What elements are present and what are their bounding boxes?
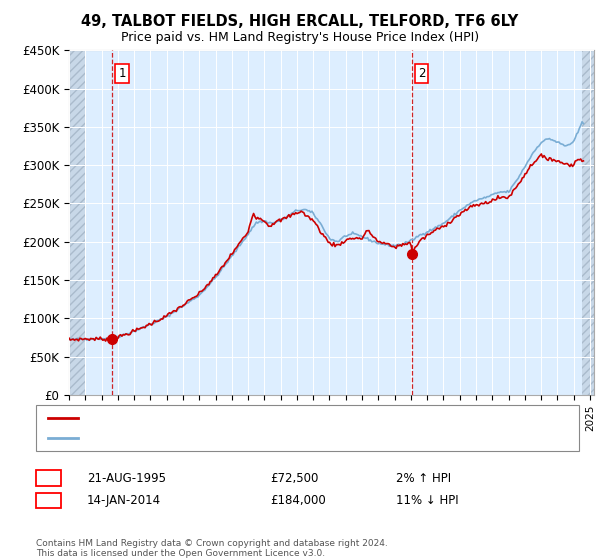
Text: 2% ↑ HPI: 2% ↑ HPI bbox=[396, 472, 451, 485]
Text: £184,000: £184,000 bbox=[270, 494, 326, 507]
Text: 14-JAN-2014: 14-JAN-2014 bbox=[87, 494, 161, 507]
Text: 11% ↓ HPI: 11% ↓ HPI bbox=[396, 494, 458, 507]
Text: 1: 1 bbox=[44, 472, 53, 485]
Text: 2: 2 bbox=[44, 494, 53, 507]
Text: 49, TALBOT FIELDS, HIGH ERCALL, TELFORD, TF6 6LY: 49, TALBOT FIELDS, HIGH ERCALL, TELFORD,… bbox=[82, 14, 518, 29]
Text: 49, TALBOT FIELDS, HIGH ERCALL, TELFORD, TF6 6LY (detached house): 49, TALBOT FIELDS, HIGH ERCALL, TELFORD,… bbox=[84, 413, 473, 423]
Text: £72,500: £72,500 bbox=[270, 472, 319, 485]
Text: HPI: Average price, detached house, Telford and Wrekin: HPI: Average price, detached house, Telf… bbox=[84, 433, 388, 444]
Text: 2: 2 bbox=[418, 67, 425, 80]
Text: Price paid vs. HM Land Registry's House Price Index (HPI): Price paid vs. HM Land Registry's House … bbox=[121, 31, 479, 44]
Text: Contains HM Land Registry data © Crown copyright and database right 2024.
This d: Contains HM Land Registry data © Crown c… bbox=[36, 539, 388, 558]
Text: 21-AUG-1995: 21-AUG-1995 bbox=[87, 472, 166, 485]
Text: 1: 1 bbox=[118, 67, 126, 80]
